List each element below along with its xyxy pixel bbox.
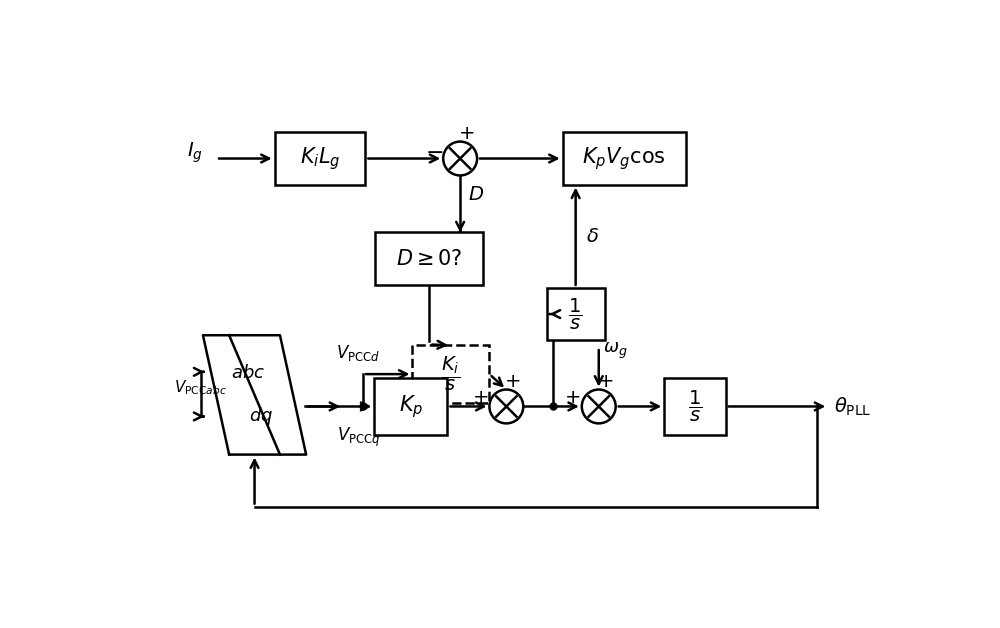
Text: $+$: $+$ [458, 124, 474, 143]
Circle shape [489, 389, 523, 423]
Text: $\dfrac{K_i}{s}$: $\dfrac{K_i}{s}$ [441, 355, 460, 393]
Text: $-$: $-$ [425, 141, 443, 161]
Text: $I_g$: $I_g$ [187, 140, 203, 165]
Text: $K_p$: $K_p$ [399, 393, 423, 420]
Bar [563, 133, 686, 185]
Text: $\dfrac{1}{s}$: $\dfrac{1}{s}$ [688, 389, 702, 424]
Text: $+$: $+$ [504, 372, 521, 391]
Text: $\delta$: $\delta$ [586, 227, 599, 246]
Text: $+$: $+$ [564, 387, 581, 407]
Circle shape [582, 389, 616, 423]
Text: $+$: $+$ [472, 387, 488, 407]
Text: $dq$: $dq$ [249, 406, 273, 428]
Bar [374, 377, 447, 435]
Text: $D\geq0?$: $D\geq0?$ [396, 249, 463, 269]
Bar [664, 377, 726, 435]
Bar [547, 288, 605, 340]
Text: $V_{\mathrm{PCC}q}$: $V_{\mathrm{PCC}q}$ [337, 426, 380, 449]
Text: $V_{\mathrm{PCC}abc}$: $V_{\mathrm{PCC}abc}$ [174, 378, 226, 396]
Text: $K_pV_g\cos$: $K_pV_g\cos$ [582, 145, 666, 172]
Text: $\theta_{\mathrm{PLL}}$: $\theta_{\mathrm{PLL}}$ [834, 395, 872, 418]
Text: $\dfrac{1}{s}$: $\dfrac{1}{s}$ [568, 296, 583, 332]
Text: $+$: $+$ [597, 372, 613, 391]
Text: $D$: $D$ [468, 185, 484, 204]
Bar [375, 232, 483, 285]
Circle shape [443, 141, 477, 175]
Text: $abc$: $abc$ [231, 364, 265, 382]
Bar [412, 345, 489, 403]
Text: $K_iL_g$: $K_iL_g$ [300, 145, 340, 172]
Polygon shape [203, 335, 306, 455]
Bar [275, 133, 365, 185]
Text: $\omega_g$: $\omega_g$ [603, 341, 628, 361]
Text: $V_{\mathrm{PCC}d}$: $V_{\mathrm{PCC}d}$ [336, 342, 381, 362]
